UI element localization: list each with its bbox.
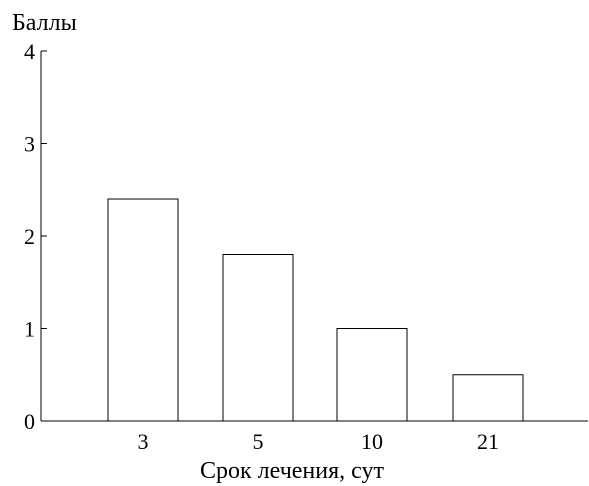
x-tick-label: 10	[361, 429, 383, 454]
x-tick-label: 5	[253, 429, 264, 454]
bars	[107, 198, 524, 422]
y-tick-label: 2	[24, 224, 35, 249]
x-axis-title: Срок лечения, сут	[200, 458, 384, 484]
y-tick-label: 1	[24, 317, 35, 342]
bar-21	[452, 374, 524, 422]
bar-5	[222, 254, 294, 422]
x-tick-label: 21	[477, 429, 499, 454]
x-tick-label: 3	[138, 429, 149, 454]
x-ticks: 3 5 10 21	[138, 429, 500, 454]
bar-3	[107, 198, 179, 422]
y-ticks: 0 1 2 3 4	[24, 39, 47, 434]
y-axis-title: Баллы	[12, 10, 77, 36]
y-tick-label: 0	[24, 409, 35, 434]
y-tick-label: 4	[24, 39, 35, 64]
bar-10	[336, 328, 408, 422]
y-tick-label: 3	[24, 132, 35, 157]
